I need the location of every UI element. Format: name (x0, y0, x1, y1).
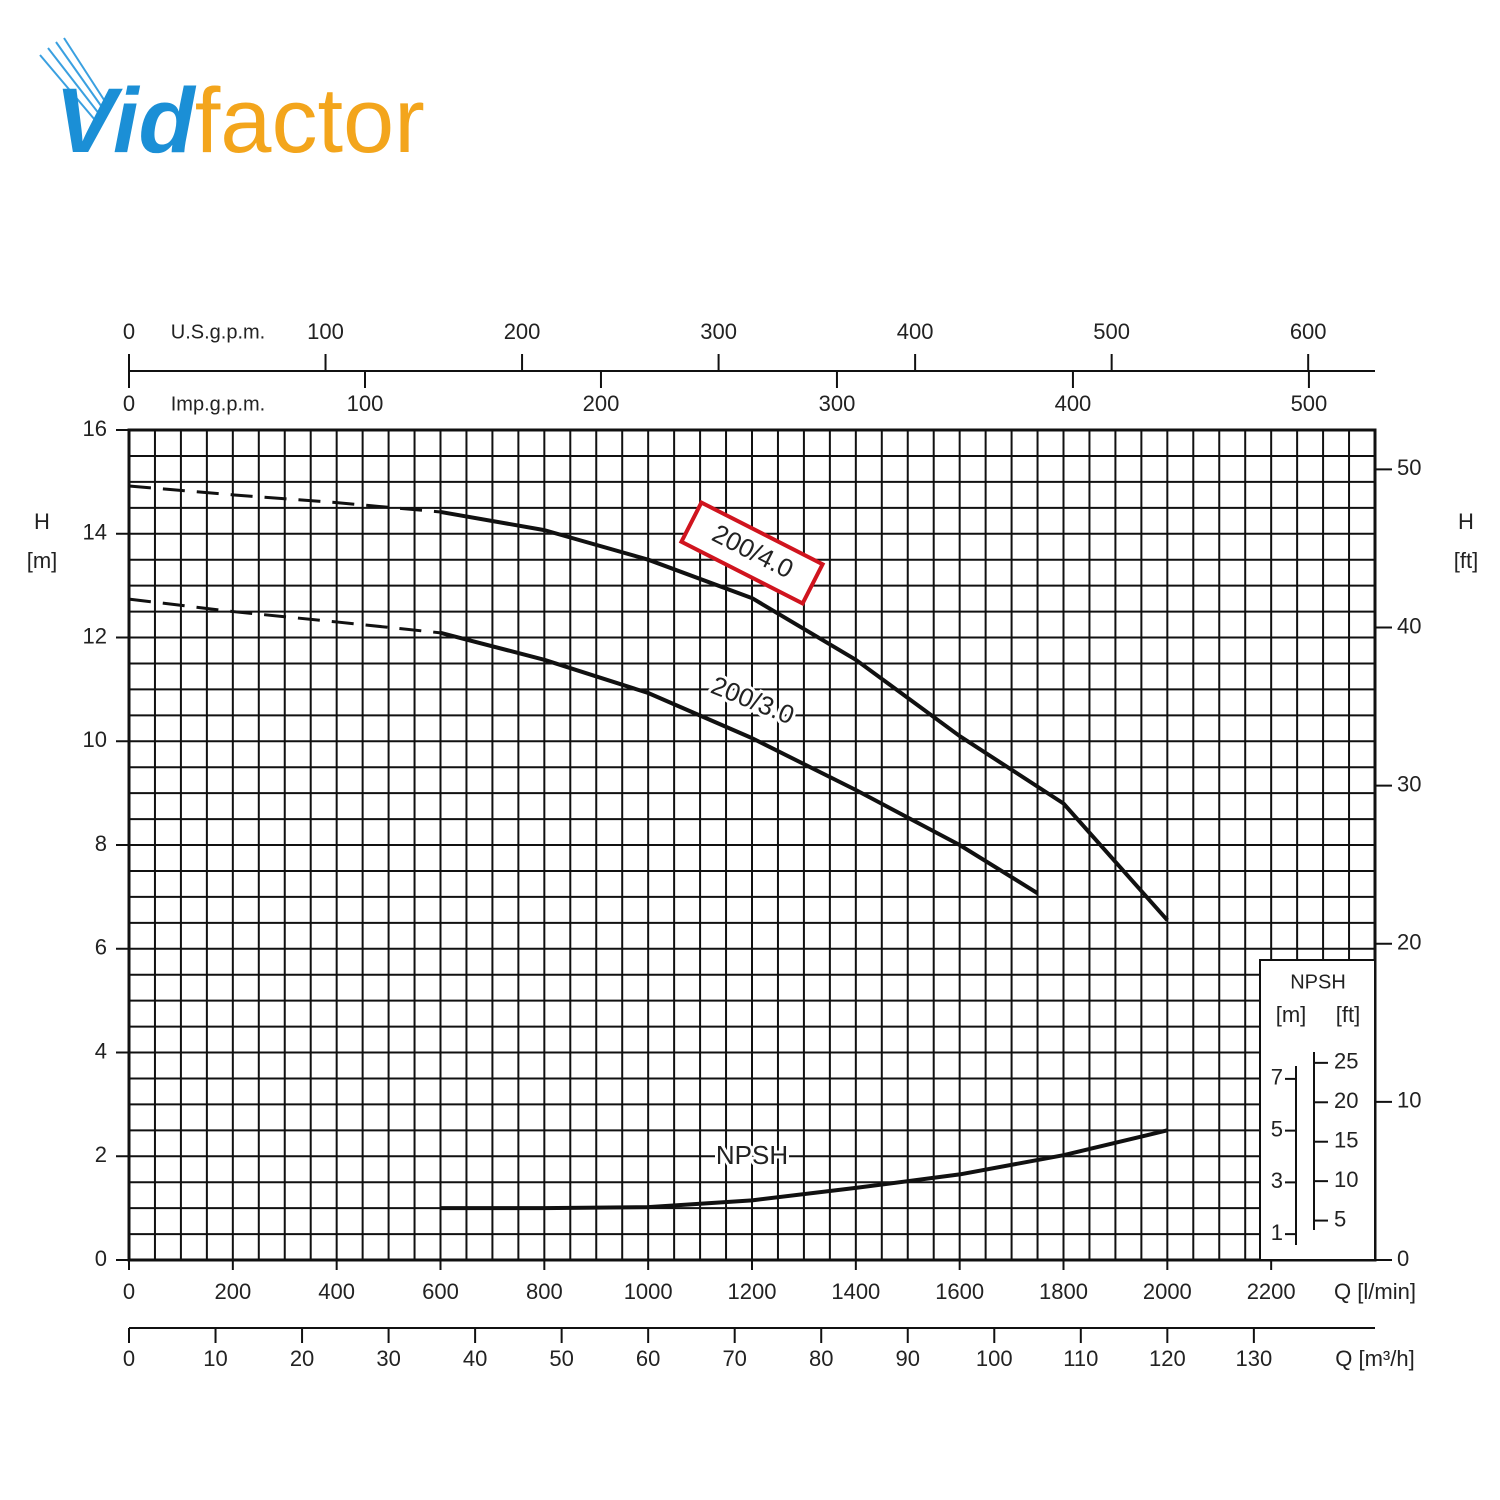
logo-rays (39, 37, 109, 121)
y2-axis-label: H (1458, 509, 1474, 534)
top-tick-label: 200 (583, 391, 620, 416)
x2-tick-label: 60 (636, 1346, 660, 1371)
x2-tick-label: 40 (463, 1346, 487, 1371)
top-tick-label: 300 (819, 391, 856, 416)
y2-tick-label: 10 (1397, 1088, 1421, 1113)
inset-tick-label: 7 (1271, 1065, 1283, 1090)
x-tick-label: 800 (526, 1279, 563, 1304)
x2-tick-label: 10 (203, 1346, 227, 1371)
y2-tick-label: 40 (1397, 613, 1421, 638)
x-tick-label: 1800 (1039, 1279, 1088, 1304)
inset-tick-label: 1 (1271, 1220, 1283, 1245)
top-tick-label: 500 (1291, 391, 1328, 416)
top-tick-label: 200 (504, 319, 541, 344)
x2-tick-label: 20 (290, 1346, 314, 1371)
x-tick-label: 200 (214, 1279, 251, 1304)
y-tick-label: 8 (95, 831, 107, 856)
top-tick-label: 300 (700, 319, 737, 344)
y-axis-unit: [m] (27, 548, 58, 573)
inset-tick-label: 15 (1334, 1128, 1358, 1153)
logo: Vidfactor (39, 37, 425, 172)
inset-unit: [ft] (1336, 1002, 1360, 1027)
inset-tick-label: 20 (1334, 1088, 1358, 1113)
y-tick-label: 0 (95, 1246, 107, 1271)
y2-tick-label: 20 (1397, 930, 1421, 955)
x-tick-label: 2000 (1143, 1279, 1192, 1304)
x-tick-label: 400 (318, 1279, 355, 1304)
x2-tick-label: 90 (896, 1346, 920, 1371)
curve-label: NPSH (716, 1140, 788, 1170)
curve-label-group: 200/4.0 (678, 499, 826, 607)
x-tick-label: 600 (422, 1279, 459, 1304)
curve-label-group: NPSH (713, 1137, 791, 1173)
top-axis-label: Imp.g.p.m. (171, 393, 265, 415)
logo-part: Vid (55, 70, 197, 172)
x2-tick-label: 70 (722, 1346, 746, 1371)
y-tick-label: 10 (83, 727, 107, 752)
y-tick-label: 16 (83, 416, 107, 441)
logo-text: Vidfactor (55, 70, 425, 172)
y-tick-label: 12 (83, 623, 107, 648)
chart: H [m] H [ft] Q [l/min] Q [m³/h] 02468101… (27, 319, 1479, 1371)
extrapolated-curve (128, 597, 441, 635)
curve (439, 630, 1039, 895)
y2-tick-label: 0 (1397, 1246, 1409, 1271)
y2-tick-label: 30 (1397, 771, 1421, 796)
y-tick-label: 2 (95, 1142, 107, 1167)
x-tick-label: 0 (123, 1279, 135, 1304)
logo-part: factor (195, 70, 425, 172)
x-tick-label: 1200 (728, 1279, 777, 1304)
y-axis-label: H (34, 509, 50, 534)
x2-axis-label: Q [m³/h] (1335, 1346, 1414, 1371)
y-tick-label: 4 (95, 1038, 107, 1063)
inset-tick-label: 10 (1334, 1167, 1358, 1192)
extrapolated-curve (128, 484, 441, 514)
x-axis-label: Q [l/min] (1334, 1279, 1416, 1304)
top-tick-label: 0 (123, 391, 135, 416)
top-axis-label: U.S.g.p.m. (171, 321, 265, 343)
top-tick-label: 100 (347, 391, 384, 416)
y2-axis-unit: [ft] (1454, 548, 1478, 573)
inset-tick-label: 5 (1271, 1116, 1283, 1141)
x2-tick-label: 50 (549, 1346, 573, 1371)
highlight-box (678, 499, 826, 607)
x2-tick-label: 80 (809, 1346, 833, 1371)
inset-tick-label: 5 (1334, 1206, 1346, 1231)
x-tick-label: 1400 (831, 1279, 880, 1304)
x2-tick-label: 110 (1063, 1346, 1098, 1371)
curve (440, 1128, 1168, 1211)
curve (440, 509, 1169, 922)
y-tick-label: 6 (95, 935, 107, 960)
inset-tick-label: 25 (1334, 1049, 1358, 1074)
inset-title: NPSH (1290, 971, 1346, 993)
npsh-inset (1259, 959, 1376, 1261)
inset-tick-label: 3 (1271, 1168, 1283, 1193)
x-tick-label: 1600 (935, 1279, 984, 1304)
top-tick-label: 100 (307, 319, 344, 344)
x-tick-label: 2200 (1247, 1279, 1296, 1304)
x2-tick-label: 120 (1149, 1346, 1186, 1371)
inset-unit: [m] (1276, 1002, 1307, 1027)
x2-tick-label: 100 (976, 1346, 1013, 1371)
x2-tick-label: 130 (1236, 1346, 1273, 1371)
top-tick-label: 400 (1055, 391, 1092, 416)
x-tick-label: 1000 (624, 1279, 673, 1304)
top-tick-label: 600 (1290, 319, 1327, 344)
y2-tick-label: 50 (1397, 455, 1421, 480)
top-tick-label: 400 (897, 319, 934, 344)
top-tick-label: 500 (1093, 319, 1130, 344)
top-tick-label: 0 (123, 319, 135, 344)
y-tick-label: 14 (83, 520, 107, 545)
x2-tick-label: 30 (376, 1346, 400, 1371)
x2-tick-label: 0 (123, 1346, 135, 1371)
